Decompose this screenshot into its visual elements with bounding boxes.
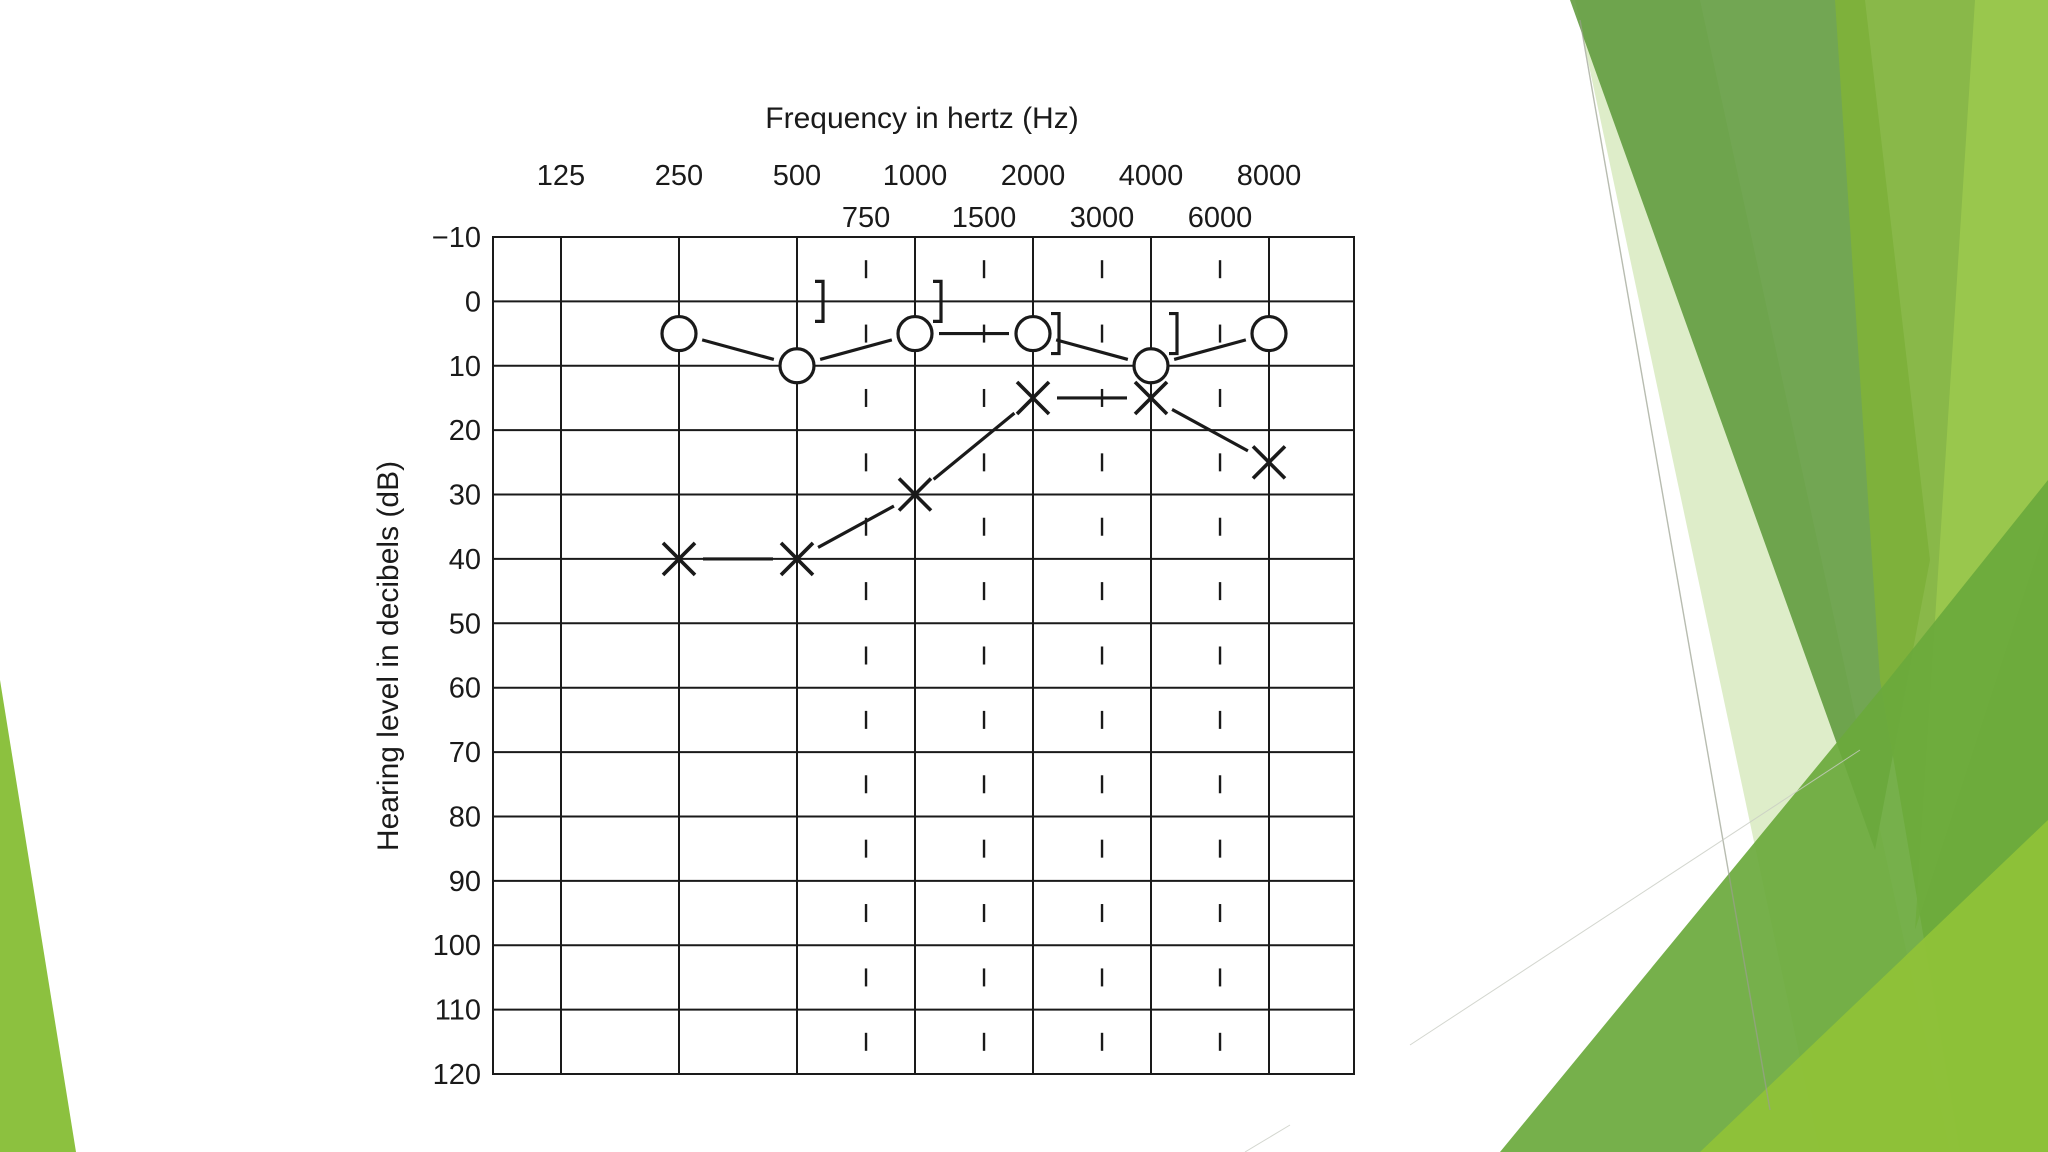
data-point-x — [779, 541, 815, 577]
x-tick-label: 1000 — [883, 160, 948, 192]
x-tick-label: 250 — [655, 160, 703, 192]
y-tick-label: −10 — [432, 222, 481, 254]
connector-line — [1171, 408, 1249, 453]
data-point-o — [1250, 314, 1288, 353]
data-point-x — [1133, 380, 1169, 416]
connector-line — [1173, 338, 1247, 361]
data-point-o — [660, 314, 698, 353]
x-mid-tick-label: 3000 — [1070, 202, 1135, 234]
x-tick-label: 500 — [773, 160, 821, 192]
x-mark-stroke — [779, 541, 815, 577]
decor-thin-line-1 — [1579, 19, 1771, 1111]
data-point-bracket — [815, 279, 825, 323]
y-tick-label: 10 — [449, 351, 481, 383]
x-mark-stroke — [897, 477, 933, 512]
x-axis-title: Frequency in hertz (Hz) — [765, 102, 1078, 135]
data-point-bracket — [933, 279, 943, 323]
series-marks — [660, 279, 1288, 577]
decor-bottom-lime-wedge — [1700, 820, 2048, 1152]
decor-right-dark-band — [1570, 0, 1930, 850]
x-mark-stroke — [1133, 380, 1169, 416]
y-tick-label: 70 — [449, 737, 481, 769]
data-point-bracket — [1051, 311, 1061, 356]
data-point-x — [1015, 380, 1051, 416]
y-tick-label: 60 — [449, 673, 481, 705]
x-tick-label: 125 — [537, 160, 585, 192]
connector-line — [1055, 338, 1129, 361]
x-tick-label: 4000 — [1119, 160, 1184, 192]
x-tick-label: 2000 — [1001, 160, 1066, 192]
decor-left-sliver — [0, 680, 76, 1152]
x-mid-tick-label: 6000 — [1188, 202, 1253, 234]
data-point-x — [897, 477, 933, 512]
y-axis-title: Hearing level in decibels (dB) — [372, 461, 405, 851]
data-point-x — [1251, 445, 1287, 480]
x-mid-tick-label: 1500 — [952, 202, 1017, 234]
plot-grid — [492, 236, 1355, 1075]
decor-thin-line-3 — [1244, 1124, 1291, 1152]
y-tick-label: 90 — [449, 866, 481, 898]
x-mark-stroke — [1015, 380, 1051, 416]
plot-frame — [492, 236, 1355, 1075]
data-point-bracket — [1169, 311, 1179, 356]
connector-line — [701, 338, 775, 361]
x-mark-stroke — [661, 541, 697, 577]
y-tick-label: 30 — [449, 480, 481, 512]
x-mark-stroke — [1251, 445, 1287, 480]
y-tick-label: 50 — [449, 608, 481, 640]
data-point-x — [661, 541, 697, 577]
data-point-o — [1014, 314, 1052, 353]
x-tick-label: 8000 — [1237, 160, 1302, 192]
data-point-o — [778, 347, 816, 385]
connector-line — [932, 411, 1016, 481]
decor-thin-line-2 — [1409, 749, 1861, 1046]
y-tick-label: 110 — [435, 995, 481, 1027]
y-tick-label: 80 — [449, 801, 481, 833]
connector-line — [817, 504, 895, 549]
y-tick-label: 120 — [433, 1059, 481, 1091]
series-lines — [701, 331, 1249, 561]
y-tick-label: 0 — [465, 286, 481, 318]
data-point-o — [896, 314, 934, 353]
data-point-o — [1132, 347, 1170, 385]
y-tick-label: 100 — [433, 930, 481, 962]
y-tick-label: 20 — [449, 415, 481, 447]
x-mid-tick-label: 750 — [842, 202, 890, 234]
connector-line — [819, 338, 893, 361]
y-tick-label: 40 — [449, 544, 481, 576]
